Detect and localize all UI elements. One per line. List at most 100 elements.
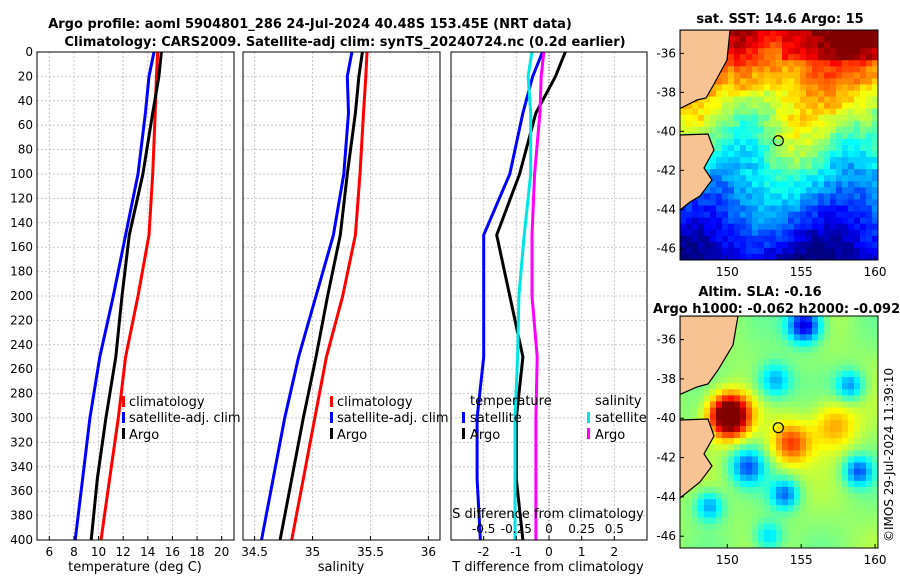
sst-cell (788, 181, 795, 188)
sla-cell (728, 450, 735, 457)
sst-cell (854, 42, 861, 49)
sla-cell (740, 456, 747, 464)
sst-cell (764, 36, 771, 43)
sla-cell (776, 364, 783, 372)
sst-cell (872, 181, 878, 188)
map-x-tick-label: 160 (864, 265, 887, 279)
sla-cell (836, 438, 843, 445)
sla-cell (722, 517, 729, 525)
y-tick-label: 180 (10, 265, 33, 279)
sst-cell (770, 169, 777, 176)
sla-cell (710, 401, 717, 409)
sst-cell (728, 60, 735, 67)
sst-cell (764, 120, 771, 128)
sla-cell (740, 370, 747, 378)
sst-cell (758, 114, 765, 122)
sst-cell (836, 126, 843, 134)
sla-cell (734, 499, 741, 506)
sla-cell (848, 517, 855, 525)
difference-panel: -2 -1 0 1 2 T difference from climatology S … (450, 51, 648, 575)
sla-cell (770, 334, 777, 341)
sst-cell (734, 235, 741, 243)
sst-cell (698, 114, 705, 122)
sst-cell (788, 138, 795, 146)
sla-cell (866, 438, 873, 445)
sst-cell (764, 90, 771, 98)
sla-cell (806, 468, 813, 476)
sla-cell (800, 505, 807, 512)
sla-cell (872, 334, 878, 341)
sla-cell (758, 438, 765, 445)
sst-cell (842, 163, 849, 170)
sst-cell (746, 169, 753, 176)
sst-cell (764, 169, 771, 176)
sst-cell (806, 132, 813, 140)
legend-swatch-argo (330, 428, 333, 439)
sst-cell (764, 223, 771, 231)
sst-cell (848, 247, 855, 255)
sst-cell (686, 241, 693, 249)
sst-cell (848, 241, 855, 249)
sla-cell (722, 468, 729, 476)
sst-cell (734, 205, 741, 213)
sla-cell (782, 346, 789, 354)
sst-cell (758, 102, 765, 110)
sst-cell (854, 169, 861, 176)
sla-cell (782, 377, 789, 384)
sst-cell (758, 247, 765, 255)
sst-cell (728, 96, 735, 104)
sst-cell (734, 102, 741, 110)
sla-cell (866, 352, 873, 360)
sst-cell (824, 223, 831, 231)
sst-cell (860, 48, 867, 55)
sst-cell (818, 54, 825, 61)
sla-cell (746, 535, 753, 543)
sst-cell (866, 187, 873, 194)
sst-cell (704, 223, 711, 231)
sla-cell (800, 499, 807, 506)
sla-cell (806, 340, 813, 348)
sst-cell (800, 181, 807, 188)
sst-cell (842, 108, 849, 116)
sst-cell (722, 102, 729, 110)
sst-cell (716, 175, 723, 182)
sst-cell (764, 145, 771, 152)
sst-cell (860, 42, 867, 49)
sla-cell (686, 407, 693, 415)
sst-cell (776, 145, 783, 152)
sla-cell (686, 505, 693, 512)
sst-cell (848, 102, 855, 110)
sla-cell (686, 529, 693, 537)
sst-cell (866, 36, 873, 43)
sla-cell (788, 395, 795, 402)
sst-cell (746, 223, 753, 231)
sst-cell (758, 30, 765, 37)
sla-cell (806, 389, 813, 396)
sst-cell (788, 48, 795, 55)
sla-cell (758, 316, 765, 323)
sla-cell (848, 401, 855, 409)
sla-cell (872, 499, 878, 506)
sla-cell (830, 474, 837, 482)
sst-cell (818, 175, 825, 182)
sst-cell (854, 108, 861, 116)
sst-cell (866, 247, 873, 255)
sst-cell (746, 181, 753, 188)
sst-cell (758, 205, 765, 213)
sst-cell (764, 217, 771, 225)
sla-cell (866, 346, 873, 354)
sst-cell (758, 90, 765, 98)
sst-cell (692, 120, 699, 128)
sla-cell (860, 370, 867, 378)
sst-cell (710, 114, 717, 122)
sla-cell (824, 450, 831, 457)
sst-cell (734, 126, 741, 134)
sla-cell (776, 425, 783, 433)
sla-cell (764, 486, 771, 494)
sst-cell (860, 241, 867, 249)
sst-cell (704, 229, 711, 237)
sla-cell (752, 401, 759, 409)
sla-cell (872, 450, 878, 457)
sst-cell (758, 48, 765, 55)
sst-cell (830, 36, 837, 43)
